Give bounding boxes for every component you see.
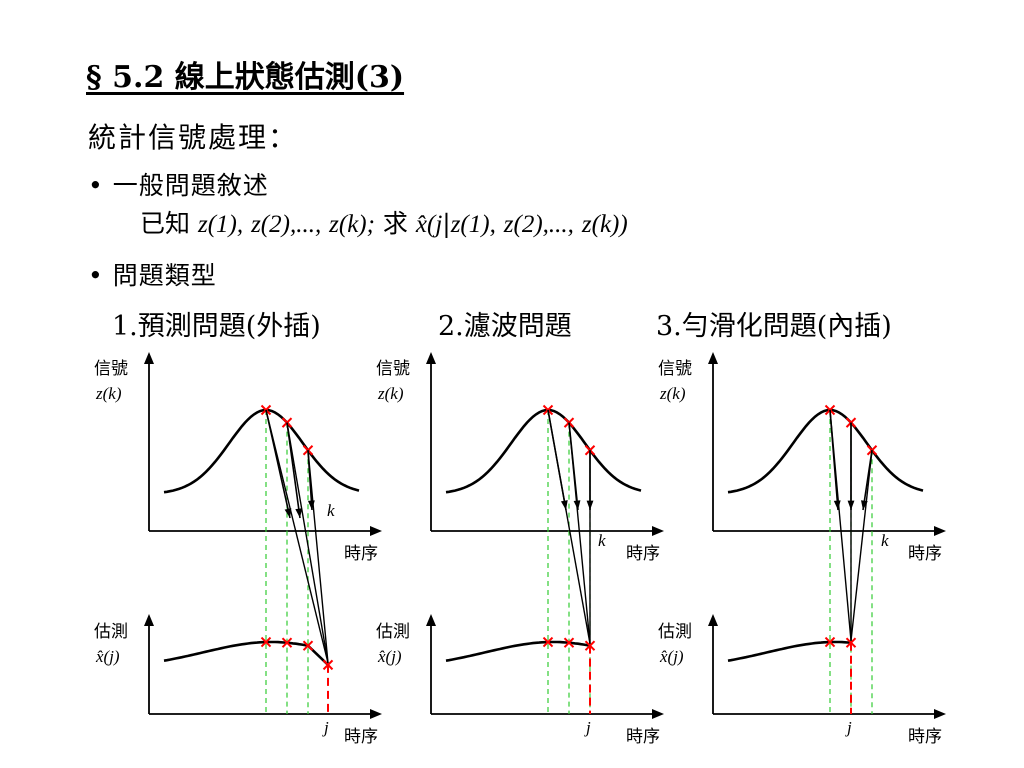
estimate-time-label-prediction: 時序 [344, 727, 378, 746]
signal-axis-label-filtering: 信號 [376, 359, 410, 378]
estimate-sample-marker-filtering-0 [542, 636, 554, 648]
estimate-curve-prediction [163, 640, 329, 666]
k-label-filtering: k [598, 531, 606, 550]
bullet-general-statement: • 一般問題敘述 [88, 171, 269, 200]
signal-axis-sublabel-filtering: z(k) [377, 384, 404, 403]
j-label-filtering: j [584, 718, 591, 737]
line-to-j-filtering-1 [568, 422, 591, 644]
estimate-y-arrow-smoothing [708, 614, 718, 626]
signal-axis-label-prediction: 信號 [94, 359, 128, 378]
estimate-sample-marker-filtering-2 [584, 640, 596, 651]
statement-j: j [435, 211, 443, 238]
arrow-b-prediction-head [295, 508, 303, 518]
statement-z2: z(2),..., [251, 211, 322, 238]
signal-axis-sublabel-prediction: z(k) [95, 384, 122, 403]
signal-axis-sublabel-smoothing: z(k) [659, 384, 686, 403]
signal-y-arrow-prediction [144, 352, 154, 364]
statement-z2b: z(2),..., [503, 211, 574, 238]
signal-time-label-filtering: 時序 [626, 544, 660, 563]
estimate-time-label-filtering: 時序 [626, 727, 660, 746]
line-to-j-prediction-2 [307, 450, 329, 663]
estimate-axis-label-smoothing: 估測 [658, 622, 692, 641]
estimate-sample-marker-prediction-3 [322, 659, 334, 671]
signal-x-arrow-prediction [370, 526, 382, 536]
k-label-smoothing: k [881, 531, 889, 550]
line-to-j-prediction-0 [265, 409, 329, 664]
estimate-sample-marker-prediction-1 [281, 637, 293, 648]
j-label-prediction: j [322, 718, 329, 737]
problem-title-filtering: 2.濾波問題 [438, 311, 572, 342]
signal-y-arrow-filtering [426, 352, 436, 364]
estimate-axis-sublabel-filtering: x̂(j) [377, 647, 402, 666]
k-label-prediction: k [327, 501, 335, 520]
estimate-time-label-smoothing: 時序 [908, 727, 942, 746]
estimate-y-arrow-filtering [426, 614, 436, 626]
line-to-j-filtering-0 [547, 409, 591, 644]
estimate-x-arrow-prediction [370, 709, 382, 719]
bullet-problem-types: • 問題類型 [88, 261, 217, 290]
problem-title-prediction: 1.預測問題(外插) [112, 311, 321, 342]
arrow-a-prediction-head [284, 508, 292, 518]
statement-z1: z(1), [197, 211, 244, 238]
j-label-smoothing: j [845, 718, 852, 737]
statement-zk: z(k); [329, 211, 375, 238]
line-to-j-smoothing-0 [829, 409, 852, 641]
statement-estimate: x̂( [415, 211, 436, 238]
estimate-x-arrow-smoothing [934, 709, 946, 719]
estimate-axis-sublabel-prediction: x̂(j) [95, 647, 120, 666]
statement-seek: 求 [382, 209, 408, 238]
signal-y-arrow-smoothing [708, 352, 718, 364]
estimate-curve-filtering [445, 640, 591, 662]
signal-time-label-prediction: 時序 [344, 544, 378, 563]
signal-curve-filtering [445, 408, 642, 494]
statement-z1b: z(1), [450, 211, 496, 238]
statement-prefix: 已知 [140, 209, 191, 238]
signal-curve-prediction [163, 408, 360, 494]
statement-zkb: z(k)) [581, 211, 628, 238]
signal-x-arrow-filtering [652, 526, 664, 536]
signal-curve-smoothing [727, 408, 924, 494]
problem-title-smoothing: 3.勻滑化問題(內插) [656, 311, 892, 342]
line-to-j-smoothing-2 [850, 450, 873, 641]
estimate-y-arrow-prediction [144, 614, 154, 626]
estimate-sample-marker-smoothing-0 [824, 636, 836, 648]
estimate-sample-marker-smoothing-1 [845, 637, 857, 648]
estimate-axis-label-prediction: 估測 [94, 622, 128, 641]
signal-time-label-smoothing: 時序 [908, 544, 942, 563]
estimate-sample-marker-prediction-0 [260, 636, 272, 648]
estimate-x-arrow-filtering [652, 709, 664, 719]
estimate-axis-sublabel-smoothing: x̂(j) [659, 647, 684, 666]
statement-bar: | [442, 209, 451, 238]
line-to-j-prediction-1 [286, 422, 329, 663]
estimate-sample-marker-filtering-1 [563, 637, 575, 648]
signal-axis-label-smoothing: 信號 [658, 359, 692, 378]
page-title: § 5.2 線上狀態估測(3) [86, 60, 405, 95]
problem-statement: 已知 z(1), z(2),..., z(k); 求 x̂(j|z(1), z(… [140, 204, 628, 240]
estimate-axis-label-filtering: 估測 [376, 622, 410, 641]
section-heading: 統計信號處理： [88, 121, 299, 154]
signal-x-arrow-smoothing [934, 526, 946, 536]
estimate-sample-marker-prediction-2 [302, 640, 314, 651]
